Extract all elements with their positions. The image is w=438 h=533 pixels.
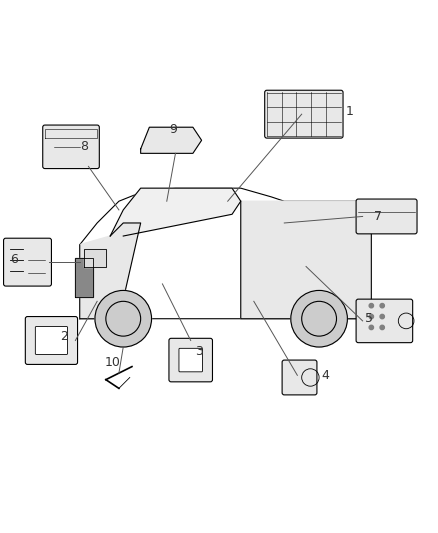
Circle shape (369, 303, 374, 308)
Text: 5: 5 (365, 312, 373, 325)
Text: 1: 1 (346, 106, 353, 118)
Text: 3: 3 (195, 345, 203, 358)
Text: 8: 8 (80, 140, 88, 154)
FancyBboxPatch shape (282, 360, 317, 395)
Text: 2: 2 (60, 329, 68, 343)
Circle shape (380, 325, 385, 329)
Polygon shape (80, 223, 141, 319)
Bar (84, 249, 106, 266)
FancyBboxPatch shape (356, 299, 413, 343)
FancyBboxPatch shape (169, 338, 212, 382)
Circle shape (380, 314, 385, 319)
FancyBboxPatch shape (265, 90, 343, 138)
FancyBboxPatch shape (179, 349, 202, 372)
Text: 7: 7 (374, 210, 382, 223)
Polygon shape (110, 188, 241, 236)
Circle shape (369, 314, 374, 319)
FancyBboxPatch shape (43, 125, 99, 168)
Text: 6: 6 (11, 254, 18, 266)
Text: 4: 4 (321, 369, 329, 382)
FancyBboxPatch shape (356, 199, 417, 234)
Text: 10: 10 (104, 356, 120, 369)
Circle shape (369, 325, 374, 329)
Polygon shape (141, 127, 201, 154)
Polygon shape (80, 188, 371, 319)
Circle shape (291, 290, 347, 347)
FancyBboxPatch shape (25, 317, 78, 365)
Circle shape (380, 303, 385, 308)
Circle shape (95, 290, 152, 347)
Polygon shape (75, 258, 93, 297)
FancyBboxPatch shape (35, 327, 67, 354)
Text: 9: 9 (170, 123, 177, 136)
Polygon shape (241, 201, 371, 319)
FancyBboxPatch shape (4, 238, 51, 286)
